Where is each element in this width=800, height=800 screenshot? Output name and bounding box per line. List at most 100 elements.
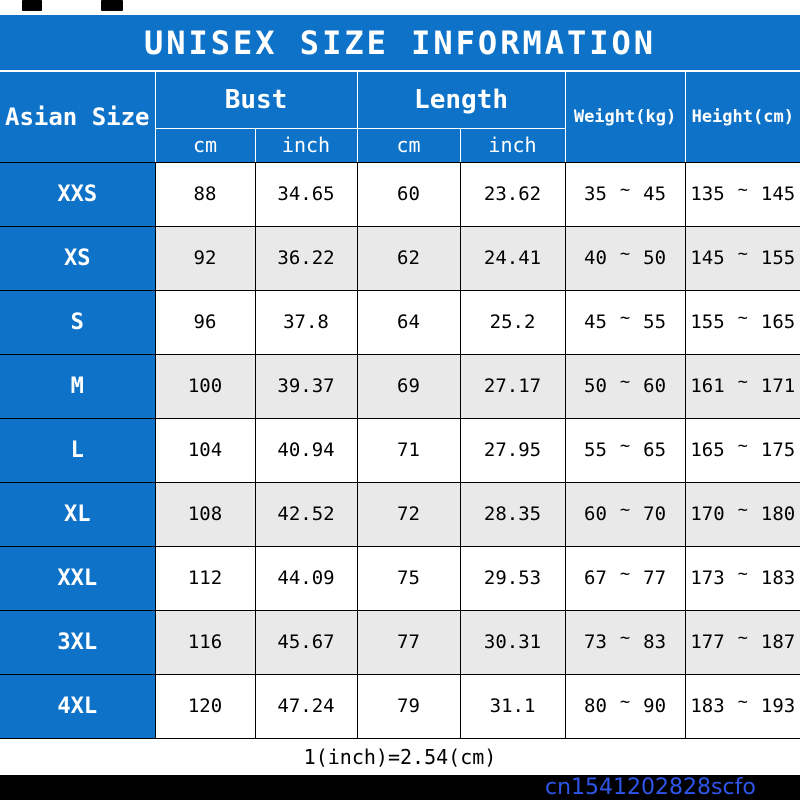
height-min-value: 183 xyxy=(690,695,725,717)
weight-min-value: 60 xyxy=(584,503,607,525)
height-range-cell: 177 ~187 xyxy=(684,609,800,675)
range-tilde: ~ xyxy=(619,372,631,392)
size-label: XL xyxy=(0,481,156,547)
size-label: M xyxy=(0,353,156,419)
weight-max-value: 83 xyxy=(643,631,667,653)
height-max-value: 165 xyxy=(760,311,796,333)
top-strip xyxy=(0,0,800,15)
height-max-value: 155 xyxy=(760,247,796,269)
range-tilde: ~ xyxy=(619,180,631,200)
height-range-cell: 173 ~183 xyxy=(684,545,800,611)
size-label: S xyxy=(0,289,156,355)
height-max-value: 183 xyxy=(760,567,796,589)
range-tilde: ~ xyxy=(619,628,631,648)
weight-min-value: 67 xyxy=(584,567,607,589)
range-tilde: ~ xyxy=(619,500,631,520)
height-max-value: 145 xyxy=(760,183,796,205)
weight-max-value: 50 xyxy=(643,247,667,269)
range-tilde: ~ xyxy=(619,308,631,328)
range-tilde: ~ xyxy=(737,500,748,520)
table-row: XXS 88 34.65 60 23.62 35 ~45 135 ~145 xyxy=(0,161,800,227)
height-min-value: 155 xyxy=(690,311,725,333)
weight-range-cell: 67 ~77 xyxy=(564,545,686,611)
length-inch-cell: 30.31 xyxy=(459,609,566,675)
subheader-length-inch: inch xyxy=(459,127,566,163)
footer-row: 1(inch)=2.54(cm) xyxy=(0,737,800,775)
size-table: Asian Size Bust Length Weight(kg) Height… xyxy=(0,72,800,775)
bust-cm-cell: 116 xyxy=(154,609,256,675)
bust-cm-cell: 88 xyxy=(154,161,256,227)
size-label: XS xyxy=(0,225,156,291)
range-tilde: ~ xyxy=(619,692,631,712)
bust-inch-cell: 42.52 xyxy=(254,481,358,547)
range-tilde: ~ xyxy=(737,564,748,584)
height-range-cell: 170 ~180 xyxy=(684,481,800,547)
page-title: UNISEX SIZE INFORMATION xyxy=(143,23,657,62)
length-inch-cell: 24.41 xyxy=(459,225,566,291)
weight-min-value: 50 xyxy=(584,375,607,397)
height-range-cell: 165 ~175 xyxy=(684,417,800,483)
size-label: XXL xyxy=(0,545,156,611)
weight-min-value: 40 xyxy=(584,247,607,269)
divider xyxy=(0,70,800,72)
bust-cm-cell: 104 xyxy=(154,417,256,483)
range-tilde: ~ xyxy=(619,436,631,456)
height-range-cell: 183 ~193 xyxy=(684,673,800,739)
table-row: XS 92 36.22 62 24.41 40 ~50 145 ~155 xyxy=(0,225,800,291)
weight-max-value: 45 xyxy=(643,183,667,205)
length-cm-cell: 60 xyxy=(356,161,461,227)
header-asian-size: Asian Size xyxy=(0,72,156,163)
length-inch-cell: 23.62 xyxy=(459,161,566,227)
weight-max-value: 77 xyxy=(643,567,667,589)
range-tilde: ~ xyxy=(737,308,748,328)
subheader-bust-cm: cm xyxy=(154,127,256,163)
table-row: 4XL 120 47.24 79 31.1 80 ~90 183 ~193 xyxy=(0,673,800,739)
bust-inch-cell: 37.8 xyxy=(254,289,358,355)
conversion-note: 1(inch)=2.54(cm) xyxy=(0,737,800,775)
length-cm-cell: 75 xyxy=(356,545,461,611)
crop-artifact xyxy=(101,0,123,11)
weight-range-cell: 60 ~70 xyxy=(564,481,686,547)
length-cm-cell: 71 xyxy=(356,417,461,483)
length-inch-cell: 27.17 xyxy=(459,353,566,419)
length-cm-cell: 62 xyxy=(356,225,461,291)
range-tilde: ~ xyxy=(737,244,748,264)
size-label: XXS xyxy=(0,161,156,227)
weight-min-value: 45 xyxy=(584,311,607,333)
weight-min-value: 55 xyxy=(584,439,607,461)
header-weight: Weight(kg) xyxy=(564,72,686,163)
range-tilde: ~ xyxy=(737,372,748,392)
crop-artifact xyxy=(22,0,42,11)
bottom-bar: cn1541202828scfo xyxy=(0,775,800,800)
weight-max-value: 90 xyxy=(643,695,667,717)
range-tilde: ~ xyxy=(619,564,631,584)
length-inch-cell: 27.95 xyxy=(459,417,566,483)
weight-min-value: 35 xyxy=(584,183,607,205)
length-cm-cell: 72 xyxy=(356,481,461,547)
height-max-value: 187 xyxy=(760,631,796,653)
bust-cm-cell: 96 xyxy=(154,289,256,355)
height-max-value: 175 xyxy=(760,439,796,461)
weight-max-value: 55 xyxy=(643,311,667,333)
size-label: 4XL xyxy=(0,673,156,739)
height-range-cell: 161 ~171 xyxy=(684,353,800,419)
length-inch-cell: 31.1 xyxy=(459,673,566,739)
header-height: Height(cm) xyxy=(684,72,800,163)
weight-range-cell: 40 ~50 xyxy=(564,225,686,291)
bust-inch-cell: 44.09 xyxy=(254,545,358,611)
bust-cm-cell: 108 xyxy=(154,481,256,547)
bust-inch-cell: 39.37 xyxy=(254,353,358,419)
weight-max-value: 70 xyxy=(643,503,667,525)
bust-inch-cell: 36.22 xyxy=(254,225,358,291)
range-tilde: ~ xyxy=(737,180,748,200)
range-tilde: ~ xyxy=(737,692,748,712)
length-inch-cell: 29.53 xyxy=(459,545,566,611)
range-tilde: ~ xyxy=(619,244,631,264)
bust-cm-cell: 100 xyxy=(154,353,256,419)
watermark-text: cn1541202828scfo xyxy=(545,775,756,800)
weight-min-value: 73 xyxy=(584,631,607,653)
table-row: M 100 39.37 69 27.17 50 ~60 161 ~171 xyxy=(0,353,800,419)
height-max-value: 180 xyxy=(760,503,796,525)
weight-max-value: 65 xyxy=(643,439,667,461)
height-min-value: 173 xyxy=(690,567,725,589)
